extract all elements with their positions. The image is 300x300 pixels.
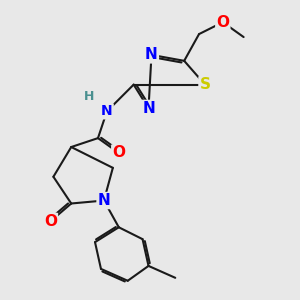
Text: O: O	[112, 146, 125, 160]
Text: O: O	[44, 214, 57, 229]
Text: N: N	[142, 101, 155, 116]
Text: N: N	[98, 193, 110, 208]
Text: N: N	[145, 47, 158, 62]
Text: S: S	[200, 77, 211, 92]
Text: H: H	[84, 90, 94, 103]
Text: O: O	[216, 15, 229, 30]
Text: N: N	[101, 104, 113, 118]
